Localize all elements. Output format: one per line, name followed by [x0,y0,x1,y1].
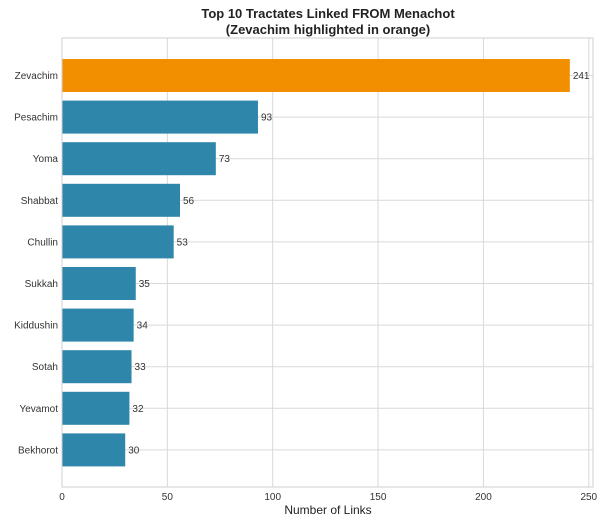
value-label: 34 [137,321,149,332]
bars [62,59,570,467]
x-tick-labels: 0 50 100 150 200 250 [59,492,597,503]
chart-subtitle: (Zevachim highlighted in orange) [226,22,430,37]
y-tick-labels: Zevachim Pesachim Yoma Shabbat Chullin Sukkah… [14,71,58,456]
value-label: 93 [261,113,273,124]
value-label: 53 [177,237,189,248]
y-tick-label: Yevamot [19,404,58,415]
value-label: 241 [573,71,590,82]
bar-sotah [62,350,132,384]
bar-shabbat [62,183,180,217]
value-label: 35 [139,279,151,290]
y-tick-label: Bekhorot [18,445,58,456]
y-tick-label: Kiddushin [14,321,58,332]
value-label: 32 [132,404,144,415]
bar-yevamot [62,391,130,425]
x-axis-title: Number of Links [284,503,371,517]
y-tick-label: Chullin [27,237,58,248]
bar-zevachim [62,59,570,92]
value-label: 73 [219,154,231,165]
bar-chullin [62,225,174,259]
x-tick-label: 0 [59,492,65,503]
bar-yoma [62,142,216,176]
bar-sukkah [62,267,136,300]
chart-title: Top 10 Tractates Linked FROM Menachot [201,6,455,21]
bar-kiddushin [62,308,134,342]
x-tick-label: 150 [370,492,387,503]
value-labels: 241 93 73 56 53 35 34 33 32 30 [128,71,590,456]
y-tick-label: Zevachim [15,71,58,82]
x-tick-label: 50 [162,492,174,503]
y-tick-label: Sotah [32,362,58,373]
y-tick-label: Sukkah [25,279,58,290]
bar-pesachim [62,100,258,134]
value-label: 33 [135,362,147,373]
value-label: 30 [128,445,140,456]
y-tick-label: Shabbat [21,196,58,207]
x-tick-label: 100 [264,492,281,503]
plot-frame [61,37,594,488]
y-tick-label: Pesachim [14,113,58,124]
x-tick-label: 200 [475,492,492,503]
value-label: 56 [183,196,195,207]
x-tick-label: 250 [580,492,597,503]
y-tick-label: Yoma [33,154,59,165]
bar-bekhorot [62,433,126,467]
